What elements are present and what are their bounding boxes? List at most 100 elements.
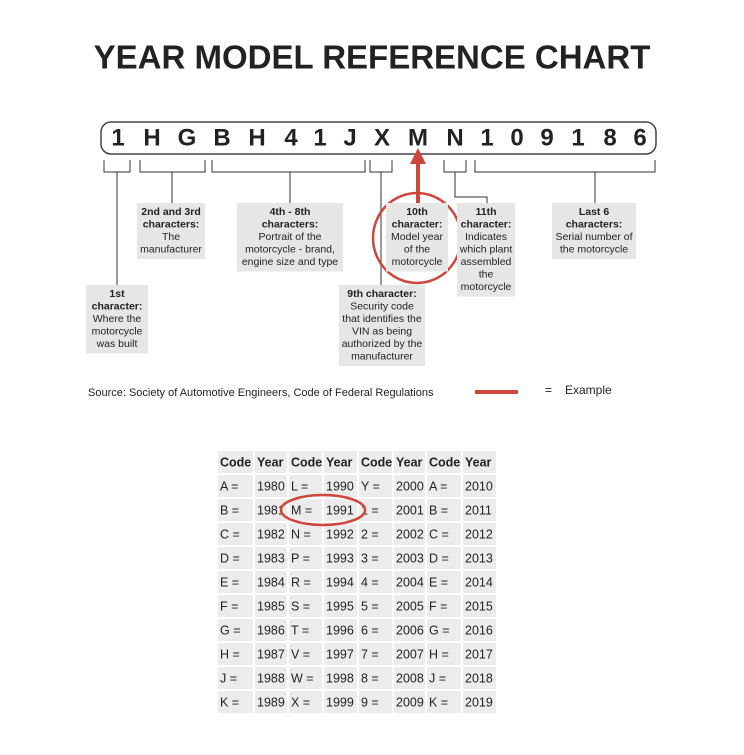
annotation-text: motorcycle	[92, 326, 143, 338]
table-cell	[324, 643, 357, 665]
table-cell	[255, 619, 287, 641]
table-text: 2016	[465, 623, 493, 637]
table-text: 2006	[396, 623, 424, 637]
table-cell	[359, 523, 392, 545]
annotation-box	[86, 285, 148, 354]
table-cell	[463, 643, 496, 665]
table-header: Code	[220, 455, 251, 469]
table-text: 1991	[326, 503, 354, 517]
table-cell	[359, 571, 392, 593]
legend-label: Example	[565, 383, 612, 397]
table-cell	[289, 451, 322, 473]
annotation-text: Indicates	[465, 231, 507, 243]
table-text: Y =	[361, 479, 380, 493]
table-cell	[324, 475, 357, 497]
table-text: A =	[220, 479, 238, 493]
table-text: 1997	[326, 647, 354, 661]
table-text: 2017	[465, 647, 493, 661]
vin-box	[100, 121, 657, 155]
table-highlight	[279, 493, 367, 527]
table-cell	[218, 547, 253, 569]
table-cell	[255, 667, 287, 689]
table-header: Code	[361, 455, 392, 469]
table-cell	[463, 691, 496, 713]
vin-character: 1	[480, 124, 493, 151]
table-cell	[324, 667, 357, 689]
vin-character: B	[213, 124, 230, 151]
table-text: P =	[291, 551, 310, 565]
table-cell	[427, 571, 461, 593]
annotation-box	[339, 285, 425, 366]
vin-character: H	[248, 124, 265, 151]
table-cell	[463, 619, 496, 641]
annotation-text: Where the	[93, 313, 142, 325]
table-cell	[324, 451, 357, 473]
vin-character: X	[374, 124, 390, 151]
table-text: 2015	[465, 599, 493, 613]
table-cell	[255, 571, 287, 593]
table-text: V =	[291, 647, 310, 661]
table-text: J =	[220, 671, 237, 685]
annotation-box	[137, 203, 205, 259]
table-text: 2008	[396, 671, 424, 685]
table-cell	[427, 595, 461, 617]
table-text: 1994	[326, 575, 354, 589]
table-text: 1981	[257, 503, 285, 517]
vin-character: 8	[603, 124, 616, 151]
table-cell	[218, 643, 253, 665]
table-text: F =	[220, 599, 238, 613]
table-cell	[324, 619, 357, 641]
table-text: E =	[220, 575, 239, 589]
table-text: 1990	[326, 479, 354, 493]
vin-character: G	[178, 124, 197, 151]
table-cell	[463, 475, 496, 497]
table-text: 2003	[396, 551, 424, 565]
annotation-text: Serial number of	[555, 231, 632, 243]
table-text: K =	[429, 695, 448, 709]
source: Source: Society of Automotive Engineers,…	[88, 387, 434, 399]
table-cell	[394, 619, 425, 641]
table-text: 1995	[326, 599, 354, 613]
annotation-text: the motorcycle	[560, 244, 628, 256]
table-cell	[359, 451, 392, 473]
table-cell	[255, 595, 287, 617]
table-cell	[289, 691, 322, 713]
table-text: H =	[429, 647, 449, 661]
table-text: M =	[291, 503, 312, 517]
annotation-text: The	[162, 231, 180, 243]
table-text: 2000	[396, 479, 424, 493]
vin-character: H	[143, 124, 160, 151]
table-header: Year	[257, 455, 284, 469]
table-cell	[359, 475, 392, 497]
table-cell	[255, 691, 287, 713]
table-cell	[427, 499, 461, 521]
table-cell	[218, 619, 253, 641]
table-cell	[255, 475, 287, 497]
table-text: S =	[291, 599, 310, 613]
annotation-text: manufacturer	[351, 351, 413, 363]
table-cell	[427, 643, 461, 665]
table-text: H =	[220, 647, 240, 661]
annotation-text: which plant	[459, 244, 513, 256]
table-cell	[218, 451, 253, 473]
annotation-heading: 10th	[406, 206, 428, 218]
table-cell	[394, 691, 425, 713]
annotation-heading: 2nd and 3rd	[141, 206, 201, 218]
table-cell	[324, 595, 357, 617]
table-text: G =	[220, 623, 241, 637]
table-cell	[289, 571, 322, 593]
table-text: 2002	[396, 527, 424, 541]
vin-character: M	[408, 124, 428, 151]
table-cell	[394, 571, 425, 593]
table-cell	[359, 667, 392, 689]
table-cell	[218, 571, 253, 593]
table-cell	[394, 547, 425, 569]
annotation-heading: character:	[392, 219, 443, 231]
annotation-text: was built	[96, 338, 138, 350]
table-cell	[359, 547, 392, 569]
table-text: 2014	[465, 575, 493, 589]
annotation-text: VIN as being	[352, 326, 412, 338]
vin-character: 1	[571, 124, 584, 151]
table-text: D =	[220, 551, 240, 565]
